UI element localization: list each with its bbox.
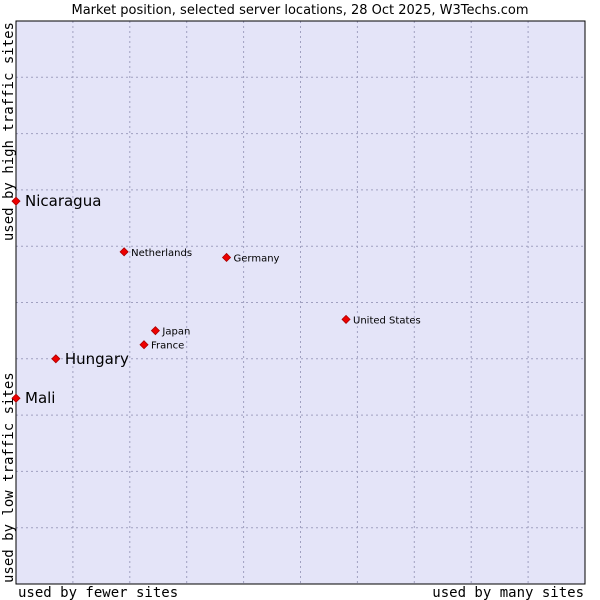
point-hungary: Hungary: [51, 350, 129, 368]
point-label: United States: [353, 315, 421, 326]
chart-title: Market position, selected server locatio…: [71, 3, 528, 18]
point-germany: Germany: [221, 252, 280, 264]
y-axis-label-high: used by high traffic sites: [1, 22, 17, 241]
point-japan: Japan: [150, 326, 190, 338]
x-axis-label-low: used by fewer sites: [18, 585, 178, 600]
point-nicaragua: Nicaragua: [11, 192, 101, 210]
point-marker: [341, 314, 351, 324]
point-label: France: [151, 341, 184, 352]
point-label: Japan: [161, 327, 190, 338]
point-netherlands: Netherlands: [119, 247, 192, 259]
point-marker: [150, 326, 160, 336]
y-axis-label-low: used by low traffic sites: [1, 372, 17, 583]
point-marker: [51, 354, 61, 364]
point-marker: [11, 393, 21, 403]
point-marker: [11, 196, 21, 206]
point-label: Germany: [234, 253, 280, 264]
point-label: Hungary: [65, 350, 129, 368]
grid-lines: [16, 21, 585, 584]
point-france: France: [139, 340, 184, 352]
point-marker: [139, 340, 149, 350]
point-mali: Mali: [11, 389, 55, 407]
point-label: Nicaragua: [25, 192, 101, 210]
data-points: Nicaragua Netherlands Germany United States…: [11, 192, 421, 407]
x-axis-label-high: used by many sites: [432, 585, 584, 600]
point-label: Mali: [25, 389, 55, 407]
point-united-states: United States: [341, 314, 421, 326]
point-marker: [119, 247, 129, 257]
point-label: Netherlands: [131, 248, 192, 259]
point-marker: [221, 252, 232, 263]
plot-border: [15, 20, 586, 585]
